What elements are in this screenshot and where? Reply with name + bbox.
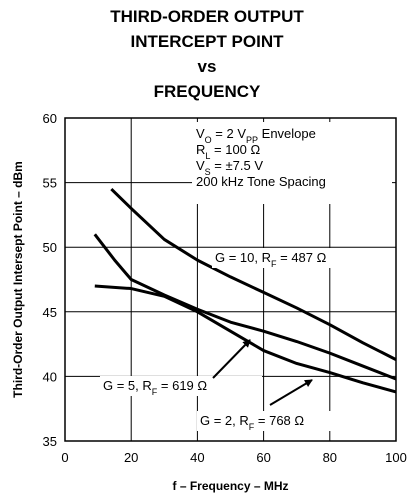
text-part: = 2 V — [212, 126, 247, 141]
text-part: G = 2, R — [200, 413, 249, 428]
y-axis-title: Third-Order Output Intersept Point – dBm — [11, 161, 25, 398]
text-part: = 487 Ω — [277, 250, 327, 265]
text-part: = 100 Ω — [210, 142, 260, 157]
series-label: G = 10, RF = 487 Ω — [215, 250, 327, 269]
x-tick-label: 100 — [385, 450, 407, 465]
y-tick-label: 40 — [43, 369, 57, 384]
text-part: PP — [246, 135, 258, 145]
y-tick-label: 45 — [43, 305, 57, 320]
series-line — [93, 233, 397, 381]
annotation: RL = 100 Ω — [196, 142, 261, 161]
x-tick-label: 20 — [124, 450, 138, 465]
y-tick-label: 50 — [43, 240, 57, 255]
annotation: 200 kHz Tone Spacing — [196, 174, 326, 189]
y-tick-label: 55 — [43, 176, 57, 191]
text-part: R — [196, 142, 205, 157]
text-part: = 619 Ω — [157, 378, 207, 393]
chart-title: THIRD-ORDER OUTPUT — [110, 7, 304, 26]
label-bg — [100, 376, 262, 396]
text-part: O — [205, 135, 212, 145]
chart-title: FREQUENCY — [154, 82, 261, 101]
text-part: = 768 Ω — [254, 413, 304, 428]
annotation: VS = ±7.5 V — [196, 158, 263, 177]
text-part: S — [205, 167, 211, 177]
x-tick-label: 80 — [323, 450, 337, 465]
arrow — [269, 379, 313, 406]
chart-title: vs — [198, 57, 217, 76]
series-label: G = 5, RF = 619 Ω — [103, 378, 207, 397]
text-part: G = 10, R — [215, 250, 271, 265]
y-tick-label: 35 — [43, 434, 57, 449]
x-tick-label: 0 — [61, 450, 68, 465]
text-part: Envelope — [258, 126, 316, 141]
x-tick-label: 40 — [190, 450, 204, 465]
text-part: G = 5, R — [103, 378, 152, 393]
text-part: V — [196, 126, 205, 141]
plot-frame — [64, 117, 397, 442]
series-line — [110, 187, 397, 361]
x-axis-title: f – Frequency – MHz — [172, 479, 288, 493]
chart-title: INTERCEPT POINT — [130, 32, 284, 51]
y-tick-label: 60 — [43, 111, 57, 126]
label-bg — [197, 411, 359, 431]
arrow — [212, 339, 251, 379]
x-tick-label: 60 — [256, 450, 270, 465]
annotation-bg — [192, 122, 392, 204]
text-part: = ±7.5 V — [211, 158, 264, 173]
text-part: L — [205, 151, 210, 161]
series-label: G = 2, RF = 768 Ω — [200, 413, 304, 432]
label-bg — [212, 248, 374, 268]
text-part: F — [152, 387, 158, 397]
text-part: F — [249, 422, 255, 432]
text-part: V — [196, 158, 205, 173]
text-part: 200 kHz Tone Spacing — [196, 174, 326, 189]
text-part: F — [271, 259, 277, 269]
annotation: VO = 2 VPP Envelope — [196, 126, 316, 145]
